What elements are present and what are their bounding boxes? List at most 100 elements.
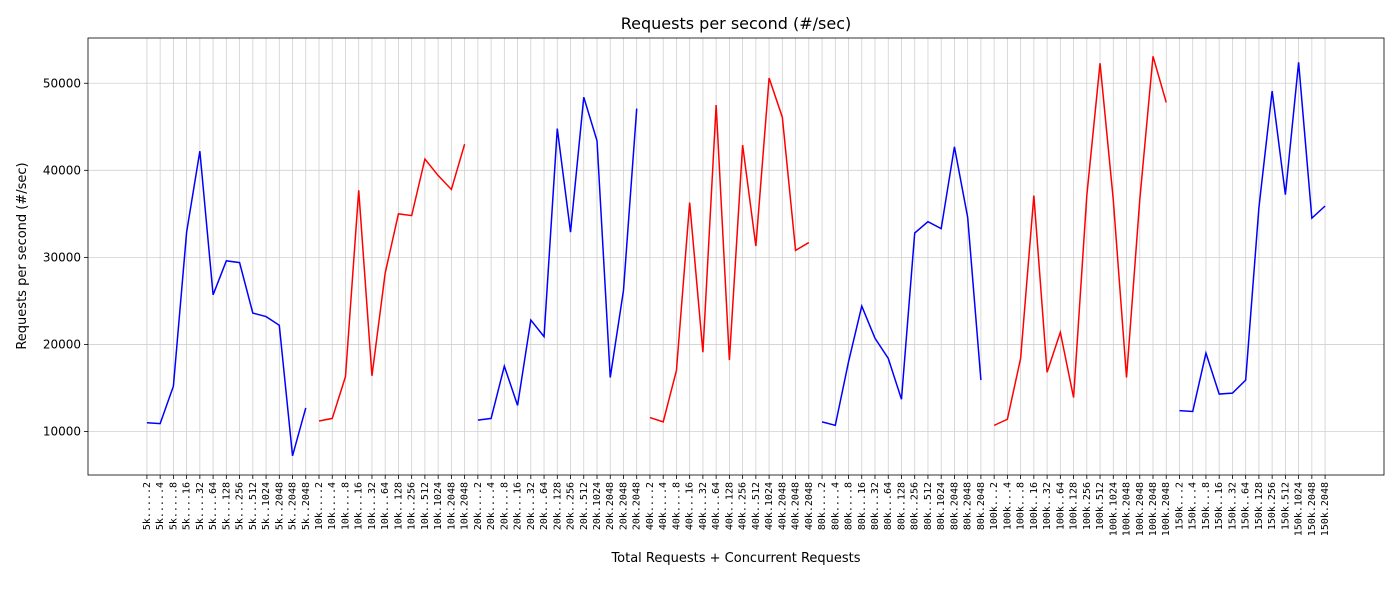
x-tick-label: 150k.512 bbox=[1280, 482, 1291, 530]
y-tick-label: 20000 bbox=[43, 337, 81, 351]
y-tick-label: 40000 bbox=[43, 163, 81, 177]
x-tick-label: 20k...16 bbox=[513, 482, 524, 530]
y-tick-label: 10000 bbox=[43, 424, 81, 438]
x-tick-label: 20k.1024 bbox=[592, 482, 603, 530]
x-tick-label: 150k..16 bbox=[1214, 482, 1225, 530]
series-line bbox=[318, 143, 466, 422]
x-tick-label: 150k...2 bbox=[1174, 482, 1185, 530]
x-tick-label: 80k.1024 bbox=[936, 482, 947, 530]
x-tick-label: 40k..256 bbox=[738, 482, 749, 530]
x-tick-label: 40k...16 bbox=[685, 482, 696, 530]
x-tick-label: 5k.....4 bbox=[155, 482, 166, 530]
x-tick-label: 10k....2 bbox=[314, 482, 325, 530]
series-line bbox=[649, 77, 810, 423]
x-tick-label: 10k.1024 bbox=[433, 482, 444, 530]
x-tick-label: 20k.2048 bbox=[618, 482, 629, 530]
x-tick-label: 10k....4 bbox=[327, 482, 338, 530]
x-tick-label: 100k.512 bbox=[1095, 482, 1106, 530]
x-tick-label: 10k.2048 bbox=[446, 482, 457, 530]
x-tick-label: 80k..256 bbox=[910, 482, 921, 530]
x-tick-label: 100k.2048 bbox=[1148, 482, 1159, 536]
x-tick-label: 80k...32 bbox=[870, 482, 881, 530]
x-tick-label: 40k.2048 bbox=[804, 482, 815, 530]
x-tick-label: 80k..512 bbox=[923, 482, 934, 530]
x-tick-label: 5k..2048 bbox=[288, 482, 299, 530]
x-tick-label: 40k..128 bbox=[724, 482, 735, 530]
x-tick-label: 100k..64 bbox=[1055, 482, 1066, 530]
x-tick-label: 40k.2048 bbox=[777, 482, 788, 530]
x-tick-label: 100k..32 bbox=[1042, 482, 1053, 530]
x-tick-label: 40k....2 bbox=[645, 482, 656, 530]
grid bbox=[88, 38, 1384, 475]
x-tick-label: 80k....2 bbox=[817, 482, 828, 530]
series-line bbox=[146, 151, 307, 457]
x-tick-label: 20k..512 bbox=[579, 482, 590, 530]
x-tick-label: 10k..128 bbox=[393, 482, 404, 530]
x-tick-label: 150k..64 bbox=[1241, 482, 1252, 530]
x-tick-label: 150k...4 bbox=[1188, 482, 1199, 530]
x-tick-label: 150k.128 bbox=[1254, 482, 1265, 530]
x-tick-label: 80k....4 bbox=[830, 482, 841, 530]
series-line bbox=[1179, 62, 1326, 413]
x-tick-label: 5k...512 bbox=[248, 482, 259, 530]
series-line bbox=[821, 146, 982, 427]
x-tick-label: 10k....8 bbox=[340, 482, 351, 530]
plot-frame bbox=[87, 37, 1385, 476]
x-tick-label: 20k....8 bbox=[499, 482, 510, 530]
x-tick-label: 150k.2048 bbox=[1320, 482, 1331, 536]
x-tick-label: 5k..2048 bbox=[274, 482, 285, 530]
x-tick-label: 5k...256 bbox=[235, 482, 246, 530]
x-tick-label: 40k...32 bbox=[698, 482, 709, 530]
x-tick-label: 40k...64 bbox=[711, 482, 722, 530]
x-tick-label: 20k.2048 bbox=[605, 482, 616, 530]
x-tick-label: 40k.2048 bbox=[791, 482, 802, 530]
series-line bbox=[477, 96, 638, 421]
x-tick-label: 80k...16 bbox=[857, 482, 868, 530]
x-tick-label: 5k.....2 bbox=[142, 482, 153, 530]
x-tick-label: 20k..256 bbox=[566, 482, 577, 530]
y-tick-label: 50000 bbox=[43, 76, 81, 90]
x-tick-label: 10k...32 bbox=[367, 482, 378, 530]
x-tick-label: 10k.2048 bbox=[460, 482, 471, 530]
x-tick-label: 100k...2 bbox=[989, 482, 1000, 530]
x-tick-label: 20k..128 bbox=[552, 482, 563, 530]
x-tick-label: 20k....2 bbox=[473, 482, 484, 530]
x-tick-label: 80k...64 bbox=[883, 482, 894, 530]
x-tick-label: 100k.1024 bbox=[1108, 482, 1119, 536]
lines bbox=[146, 56, 1326, 457]
x-tick-label: 100k.2048 bbox=[1161, 482, 1172, 536]
x-tick-label: 100k.128 bbox=[1069, 482, 1080, 530]
x-tick-label: 150k.1024 bbox=[1294, 482, 1305, 536]
y-axis-label: Requests per second (#/sec) bbox=[15, 162, 30, 349]
x-tick-label: 150k.256 bbox=[1267, 482, 1278, 530]
x-tick-label: 10k...64 bbox=[380, 482, 391, 530]
chart-title: Requests per second (#/sec) bbox=[621, 14, 851, 33]
x-tick-label: 5k....16 bbox=[182, 482, 193, 530]
x-tick-label: 10k...16 bbox=[354, 482, 365, 530]
x-tick-label: 100k.256 bbox=[1082, 482, 1093, 530]
x-axis-label: Total Requests + Concurrent Requests bbox=[610, 551, 860, 566]
x-tick-label: 5k...128 bbox=[221, 482, 232, 530]
x-tick-label: 20k....4 bbox=[486, 482, 497, 530]
x-tick-label: 150k..32 bbox=[1227, 482, 1238, 530]
x-tick-label: 40k....4 bbox=[658, 482, 669, 530]
x-tick-label: 20k...32 bbox=[526, 482, 537, 530]
x-tick-label: 5k..1024 bbox=[261, 482, 272, 530]
x-tick-label: 80k....8 bbox=[844, 482, 855, 530]
x-tick-label: 5k..2048 bbox=[301, 482, 312, 530]
x-tick-label: 40k..512 bbox=[751, 482, 762, 530]
x-tick-label: 80k.2048 bbox=[949, 482, 960, 530]
x-tick-label: 40k....8 bbox=[671, 482, 682, 530]
x-tick-label: 10k..256 bbox=[407, 482, 418, 530]
x-tick-label: 100k.2048 bbox=[1122, 482, 1133, 536]
x-tick-label: 100k..16 bbox=[1029, 482, 1040, 530]
x-tick-label: 100k...4 bbox=[1002, 482, 1013, 530]
x-tick-label: 10k..512 bbox=[420, 482, 431, 530]
x-tick-label: 5k....64 bbox=[208, 482, 219, 530]
x-tick-label: 150k.2048 bbox=[1307, 482, 1318, 536]
x-tick-label: 150k...8 bbox=[1201, 482, 1212, 530]
x-tick-label: 80k.2048 bbox=[976, 482, 987, 530]
x-tick-label: 20k.2048 bbox=[632, 482, 643, 530]
x-tick-label: 40k.1024 bbox=[764, 482, 775, 530]
